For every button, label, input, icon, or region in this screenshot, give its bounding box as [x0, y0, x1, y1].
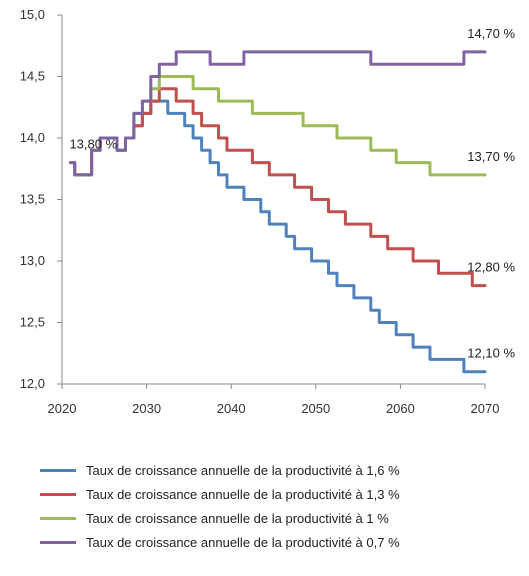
y-tick-label: 14,5 [20, 69, 45, 84]
series-line-0 [69, 99, 487, 374]
x-tick-label: 2030 [132, 401, 161, 416]
x-tick-label: 2070 [471, 401, 500, 416]
line-chart: 12,0 12,5 13,0 13,5 14,0 14,5 15,0 2020 2030 2040… [20, 7, 516, 416]
annotations: 13,80 % 14,70 % 13,70 % 12,80 % 12,10 % [69, 26, 515, 361]
x-tick-label: 2020 [48, 401, 77, 416]
x-tick-label: 2040 [217, 401, 246, 416]
y-tick-label: 13,0 [20, 253, 45, 268]
x-tick-label: 2050 [301, 401, 330, 416]
legend-swatch-1 [40, 516, 76, 520]
series-line-3 [69, 50, 487, 177]
legend-item-1-6: Taux de croissance annuelle de la produc… [40, 458, 520, 482]
legend-swatch-1-3 [40, 492, 76, 496]
legend-item-1-3: Taux de croissance annuelle de la produc… [40, 482, 520, 506]
y-tick-label: 13,5 [20, 192, 45, 207]
data-label: 12,10 % [467, 346, 515, 361]
data-label: 13,80 % [69, 137, 117, 152]
legend-label-1-6: Taux de croissance annuelle de la produc… [86, 462, 400, 478]
legend-label-0-7: Taux de croissance annuelle de la produc… [86, 534, 400, 550]
y-tick-label: 12,5 [20, 315, 45, 330]
legend-swatch-0-7 [40, 540, 76, 544]
data-label: 14,70 % [467, 26, 515, 41]
y-tick-label: 15,0 [20, 7, 45, 22]
data-label: 12,80 % [467, 260, 515, 275]
legend-item-1: Taux de croissance annuelle de la produc… [40, 506, 520, 530]
legend-swatch-1-6 [40, 468, 76, 472]
legend-label-1-3: Taux de croissance annuelle de la produc… [86, 486, 400, 502]
y-tick-label: 12,0 [20, 376, 45, 391]
x-tick-label: 2060 [386, 401, 415, 416]
y-tick-label: 14,0 [20, 130, 45, 145]
legend: Taux de croissance annuelle de la produc… [40, 458, 520, 554]
legend-label-1: Taux de croissance annuelle de la produc… [86, 510, 389, 526]
plot-lines [69, 50, 487, 374]
legend-item-0-7: Taux de croissance annuelle de la produc… [40, 530, 520, 554]
axes: 12,0 12,5 13,0 13,5 14,0 14,5 15,0 2020 2030 2040… [20, 7, 500, 416]
data-label: 13,70 % [467, 149, 515, 164]
